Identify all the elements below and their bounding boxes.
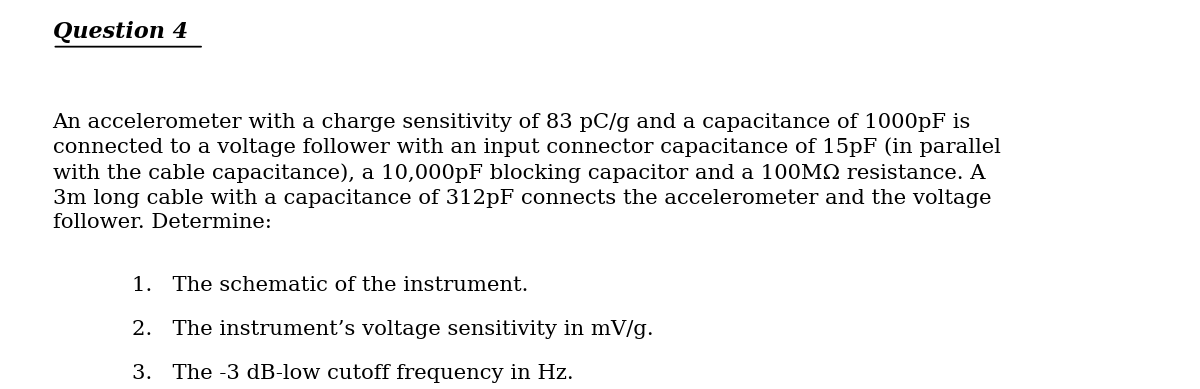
- Text: 3.   The -3 dB-low cutoff frequency in Hz.: 3. The -3 dB-low cutoff frequency in Hz.: [132, 364, 574, 383]
- Text: 1.   The schematic of the instrument.: 1. The schematic of the instrument.: [132, 276, 528, 295]
- Text: Question 4: Question 4: [53, 21, 187, 42]
- Text: 2.   The instrument’s voltage sensitivity in mV/g.: 2. The instrument’s voltage sensitivity …: [132, 320, 654, 339]
- Text: An accelerometer with a charge sensitivity of 83 pC/g and a capacitance of 1000p: An accelerometer with a charge sensitivi…: [53, 113, 1001, 232]
